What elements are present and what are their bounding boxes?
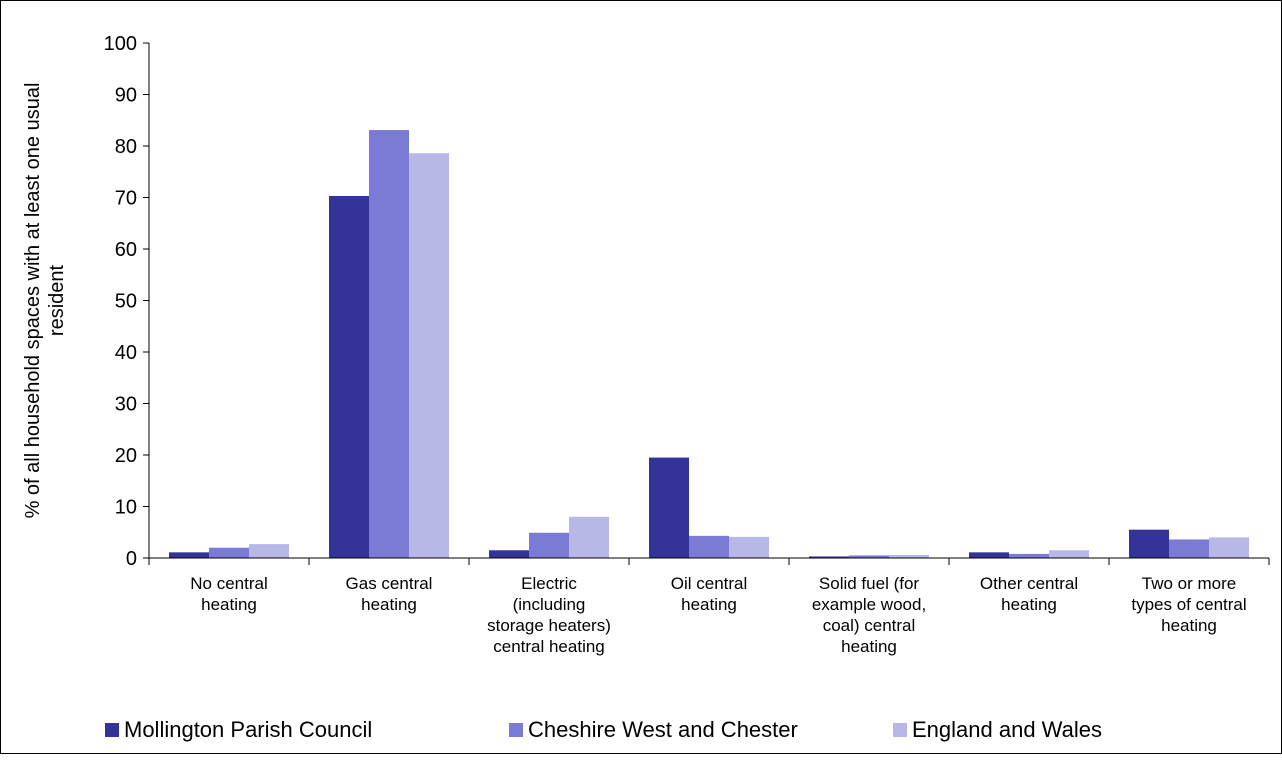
bar-series-3-category-5: [889, 554, 929, 558]
bars-layer: [169, 130, 1249, 559]
y-tick-label-90: 90: [115, 85, 137, 107]
bar-series-1-category-3: [489, 550, 529, 558]
legend-item-3: England and Wales: [893, 717, 1102, 742]
legend-label: Cheshire West and Chester: [528, 717, 798, 742]
y-tick-label-30: 30: [115, 394, 137, 416]
bar-series-2-category-2: [369, 130, 409, 559]
bar-series-2-category-4: [689, 535, 729, 558]
y-tick-label-10: 10: [115, 497, 137, 519]
legend: Mollington Parish Council Cheshire West a…: [105, 717, 1102, 742]
legend-swatch: [893, 723, 907, 737]
x-tick-label-4: Oil central heating: [671, 574, 748, 614]
legend-label: Mollington Parish Council: [124, 717, 372, 742]
x-tick-labels: No central heating Gas central heating Elect…: [190, 574, 1246, 656]
bar-series-3-category-4: [729, 536, 769, 558]
bar-series-3-category-6: [1049, 550, 1089, 558]
bar-series-1-category-1: [169, 552, 209, 558]
legend-swatch: [509, 723, 523, 737]
legend-swatch: [105, 723, 119, 737]
legend-label: England and Wales: [912, 717, 1102, 742]
bar-series-3-category-7: [1209, 537, 1249, 558]
y-axis-label: % of all household spaces with at least …: [22, 83, 68, 519]
bar-series-3-category-1: [249, 544, 289, 558]
bar-series-2-category-1: [209, 547, 249, 558]
bar-series-2-category-7: [1169, 539, 1209, 558]
bar-series-1-category-2: [329, 195, 369, 558]
bar-series-3-category-2: [409, 153, 449, 558]
bar-series-2-category-3: [529, 532, 569, 558]
y-axis-title: % of all household spaces with at least …: [22, 83, 68, 519]
bar-series-2-category-5: [849, 555, 889, 558]
legend-item-2: Cheshire West and Chester: [509, 717, 798, 742]
bar-series-1-category-4: [649, 457, 689, 558]
y-tick-label-60: 60: [115, 239, 137, 261]
y-tick-label-100: 100: [104, 33, 137, 55]
bar-series-3-category-3: [569, 516, 609, 558]
bar-series-2-category-6: [1009, 553, 1049, 558]
bar-series-1-category-5: [809, 556, 849, 558]
bar-series-1-category-6: [969, 552, 1009, 558]
x-tick-label-7: Two or more types of central heating: [1131, 574, 1246, 635]
y-tick-label-0: 0: [126, 548, 137, 570]
x-tick-label-6: Other central heating: [980, 574, 1078, 614]
y-tick-label-20: 20: [115, 445, 137, 467]
y-tick-label-70: 70: [115, 188, 137, 210]
axes-layer: [143, 42, 1270, 565]
y-tick-label-80: 80: [115, 136, 137, 158]
bar-series-1-category-7: [1129, 529, 1169, 558]
x-tick-label-5: Solid fuel (for example wood, coal) centra…: [812, 574, 926, 656]
y-tick-labels: 0 10 20 30 40 50 60 70 80 90 100: [104, 33, 137, 570]
x-tick-label-3: Electric (including storage heaters) centra…: [487, 574, 611, 656]
y-tick-label-40: 40: [115, 342, 137, 364]
y-tick-label-50: 50: [115, 291, 137, 313]
x-tick-label-2: Gas central heating: [346, 574, 433, 614]
legend-item-1: Mollington Parish Council: [105, 717, 372, 742]
x-tick-label-1: No central heating: [190, 574, 267, 614]
